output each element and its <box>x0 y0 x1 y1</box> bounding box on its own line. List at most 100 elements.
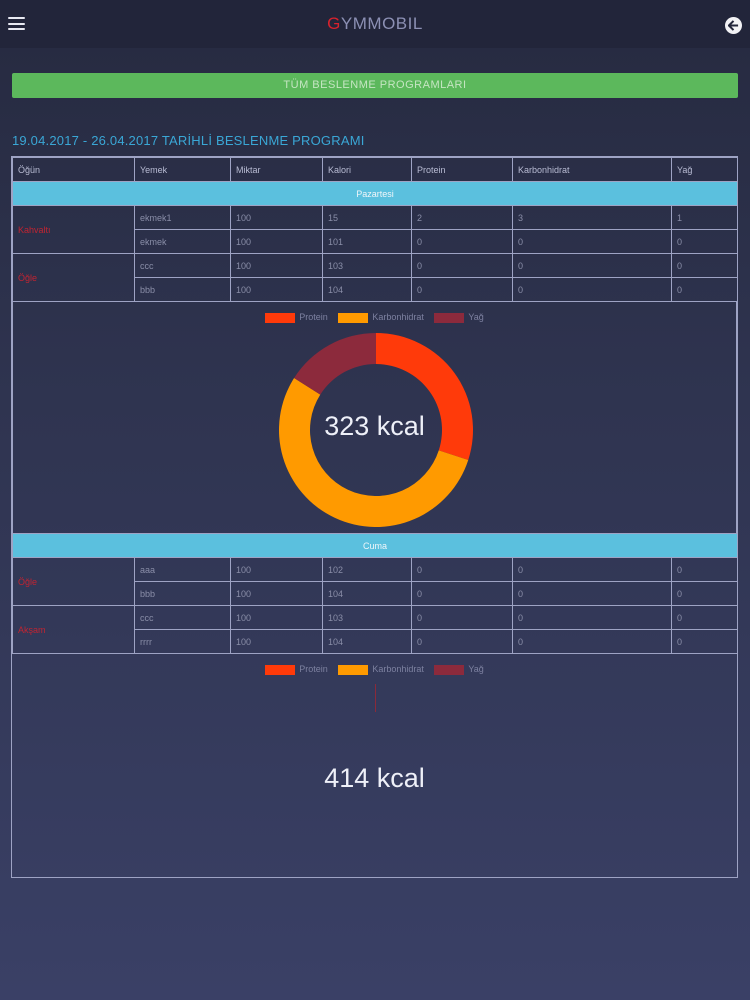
food-carb: 0 <box>512 229 672 254</box>
food-amount: 100 <box>230 277 323 302</box>
chart-legend: Protein Karbonhidrat Yağ <box>13 312 736 323</box>
food-amount: 100 <box>230 557 323 582</box>
brand-logo-text: YMMOBIL <box>340 14 423 33</box>
donut-slice-karbonhidrat[interactable] <box>279 378 469 527</box>
meal-name: Kahvaltı <box>12 205 135 254</box>
hamburger-menu-icon[interactable] <box>8 17 25 30</box>
back-arrow-icon[interactable] <box>725 17 742 34</box>
day-chart-pazartesi: Protein Karbonhidrat Yağ 323 kcal <box>12 302 737 533</box>
top-bar: GYMMOBIL <box>0 0 750 48</box>
program-title: 19.04.2017 - 26.04.2017 TARİHLİ BESLENME… <box>12 133 365 148</box>
food-name: bbb <box>134 581 231 606</box>
food-name: ccc <box>134 605 231 630</box>
food-name: ccc <box>134 253 231 278</box>
meal-name: Akşam <box>12 605 135 654</box>
food-calorie: 104 <box>322 581 412 606</box>
food-amount: 100 <box>230 205 323 230</box>
donut-slice-yag[interactable] <box>294 333 376 395</box>
legend-swatch <box>434 664 465 675</box>
legend-swatch <box>434 312 465 323</box>
header-miktar: Miktar <box>230 157 323 182</box>
food-fat: 0 <box>671 277 738 302</box>
food-fat: 0 <box>671 229 738 254</box>
header-yemek: Yemek <box>134 157 231 182</box>
table-row: Akşam ccc 100 103 0 0 0 <box>12 605 739 654</box>
app-title: GYMMOBIL <box>0 14 750 34</box>
food-calorie: 104 <box>322 277 412 302</box>
food-protein: 2 <box>411 205 513 230</box>
legend-swatch <box>265 312 296 323</box>
legend-item-protein[interactable]: Protein <box>265 664 328 675</box>
header-protein: Protein <box>411 157 513 182</box>
food-carb: 0 <box>512 253 672 278</box>
brand-logo-letter: G <box>327 14 341 33</box>
food-carb: 0 <box>512 605 672 630</box>
legend-label: Karbonhidrat <box>372 312 424 322</box>
empty-chart-marker <box>375 684 376 712</box>
food-fat: 0 <box>670 605 739 630</box>
total-kcal: 323 kcal <box>324 411 425 441</box>
table-row: Öğle ccc 100 103 0 0 0 <box>12 253 738 302</box>
table-row: Kahvaltı ekmek1 100 15 2 3 1 <box>12 205 738 254</box>
food-protein: 0 <box>411 253 513 278</box>
food-carb: 0 <box>512 277 672 302</box>
legend-label: Protein <box>299 312 328 322</box>
table-row: Öğle aaa 100 102 0 0 0 <box>12 557 739 606</box>
food-protein: 0 <box>411 557 513 582</box>
food-name: ekmek <box>134 229 231 254</box>
day-name: Cuma <box>11 533 739 558</box>
food-name: aaa <box>134 557 231 582</box>
food-carb: 0 <box>512 557 672 582</box>
food-calorie: 101 <box>322 229 412 254</box>
legend-item-protein[interactable]: Protein <box>265 312 328 323</box>
all-nutrition-programs-button[interactable]: TÜM BESLENME PROGRAMLARI <box>12 73 738 98</box>
header-ogun: Öğün <box>12 157 135 182</box>
food-protein: 0 <box>411 605 513 630</box>
food-fat: 1 <box>671 205 738 230</box>
header-yag: Yağ <box>671 157 738 182</box>
food-carb: 0 <box>512 629 672 654</box>
table-row: bbb 100 104 0 0 0 <box>13 277 738 302</box>
food-calorie: 104 <box>322 629 412 654</box>
food-fat: 0 <box>670 581 739 606</box>
legend-swatch <box>338 664 369 675</box>
food-carb: 3 <box>512 205 672 230</box>
macro-donut-chart <box>279 333 473 527</box>
legend-item-karbonhidrat[interactable]: Karbonhidrat <box>338 664 424 675</box>
legend-item-yag[interactable]: Yağ <box>434 664 484 675</box>
legend-label: Karbonhidrat <box>372 664 424 674</box>
table-header-row: Öğün Yemek Miktar Kalori Protein Karbonh… <box>12 157 738 182</box>
day-row: Cuma <box>11 533 739 558</box>
food-amount: 100 <box>230 229 323 254</box>
table-row: rrrr 100 104 0 0 0 <box>13 629 739 654</box>
donut-slice-protein[interactable] <box>376 333 473 460</box>
legend-item-karbonhidrat[interactable]: Karbonhidrat <box>338 312 424 323</box>
day-chart-cuma: Protein Karbonhidrat Yağ 414 kcal <box>12 654 737 886</box>
legend-label: Protein <box>299 664 328 674</box>
food-amount: 100 <box>230 605 323 630</box>
header-kalori: Kalori <box>322 157 412 182</box>
food-calorie: 15 <box>322 205 412 230</box>
total-kcal: 414 kcal <box>324 763 425 793</box>
food-protein: 0 <box>411 581 513 606</box>
nutrition-program-table: Öğün Yemek Miktar Kalori Protein Karbonh… <box>11 156 739 878</box>
food-amount: 100 <box>230 581 323 606</box>
food-name: rrrr <box>134 629 231 654</box>
food-fat: 0 <box>670 557 739 582</box>
food-carb: 0 <box>512 581 672 606</box>
legend-label: Yağ <box>468 312 484 322</box>
chart-legend: Protein Karbonhidrat Yağ <box>12 664 737 675</box>
food-calorie: 102 <box>322 557 412 582</box>
food-fat: 0 <box>670 629 739 654</box>
legend-item-yag[interactable]: Yağ <box>434 312 484 323</box>
food-amount: 100 <box>230 629 323 654</box>
meal-name: Öğle <box>12 253 135 302</box>
food-name: bbb <box>134 277 231 302</box>
day-row: Pazartesi <box>12 181 738 206</box>
legend-swatch <box>265 664 296 675</box>
food-calorie: 103 <box>322 605 412 630</box>
food-calorie: 103 <box>322 253 412 278</box>
header-karbonhidrat: Karbonhidrat <box>512 157 672 182</box>
meal-name: Öğle <box>12 557 135 606</box>
food-name: ekmek1 <box>134 205 231 230</box>
